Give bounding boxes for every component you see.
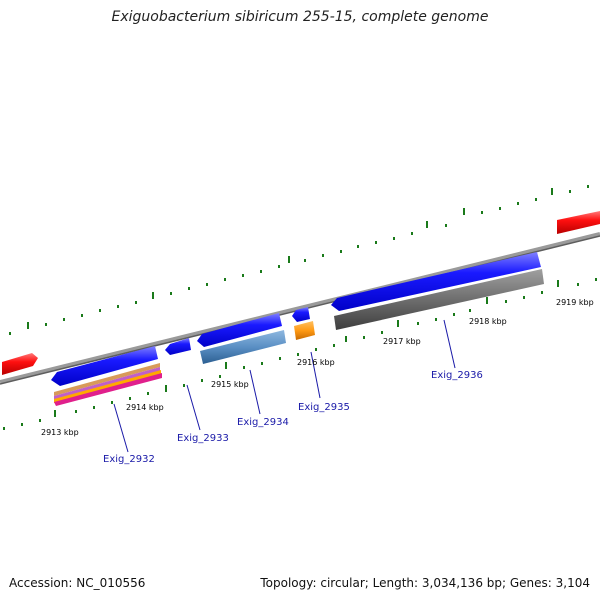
gene-label-exig-2932[interactable]: Exig_2932	[103, 454, 155, 465]
scale-label-2919: 2919 kbp	[556, 298, 594, 307]
gene-exig-2934-cds[interactable]	[197, 313, 282, 347]
genome-backbone	[0, 232, 600, 384]
scale-label-2915: 2915 kbp	[211, 380, 249, 389]
scale-label-2914: 2914 kbp	[126, 403, 164, 412]
scale-label-2917: 2917 kbp	[383, 337, 421, 346]
gene-label-leaders	[113, 319, 456, 453]
genome-summary-text: Topology: circular; Length: 3,034,136 bp…	[260, 576, 590, 590]
context-gene-right[interactable]	[557, 211, 600, 234]
scale-label-2918: 2918 kbp	[469, 317, 507, 326]
context-gene-left[interactable]	[2, 353, 38, 375]
map-title: Exiguobacterium sibiricum 255-15, comple…	[111, 9, 489, 25]
gene-exig-2932-feature-magenta[interactable]	[54, 373, 162, 406]
gene-label-exig-2933[interactable]: Exig_2933	[177, 433, 229, 444]
gene-exig-2932-feature-tan[interactable]	[54, 363, 160, 396]
lower-scale-ticks	[3, 278, 597, 430]
gene-label-exig-2934[interactable]: Exig_2934	[237, 417, 289, 428]
gene-label-exig-2936[interactable]: Exig_2936	[431, 370, 483, 381]
accession-text: Accession: NC_010556	[9, 576, 146, 590]
gene-exig-2933-cds[interactable]	[165, 338, 191, 355]
scale-label-2913: 2913 kbp	[41, 428, 79, 437]
gene-exig-2932-feature-violet[interactable]	[54, 367, 160, 400]
gene-exig-2932-cds[interactable]	[51, 346, 158, 386]
upper-scale-ticks	[9, 185, 589, 335]
gene-label-exig-2935[interactable]: Exig_2935	[298, 402, 350, 413]
gene-exig-2936-feature[interactable]	[334, 269, 544, 330]
gene-exig-2932-feature-orange[interactable]	[54, 370, 161, 403]
gene-exig-2936-cds[interactable]	[331, 252, 541, 311]
gene-exig-2935-feature[interactable]	[294, 321, 315, 340]
scale-label-2916: 2916 kbp	[297, 358, 335, 367]
gene-exig-2934-feature[interactable]	[200, 330, 286, 364]
gene-exig-2935-cds[interactable]	[292, 307, 310, 322]
